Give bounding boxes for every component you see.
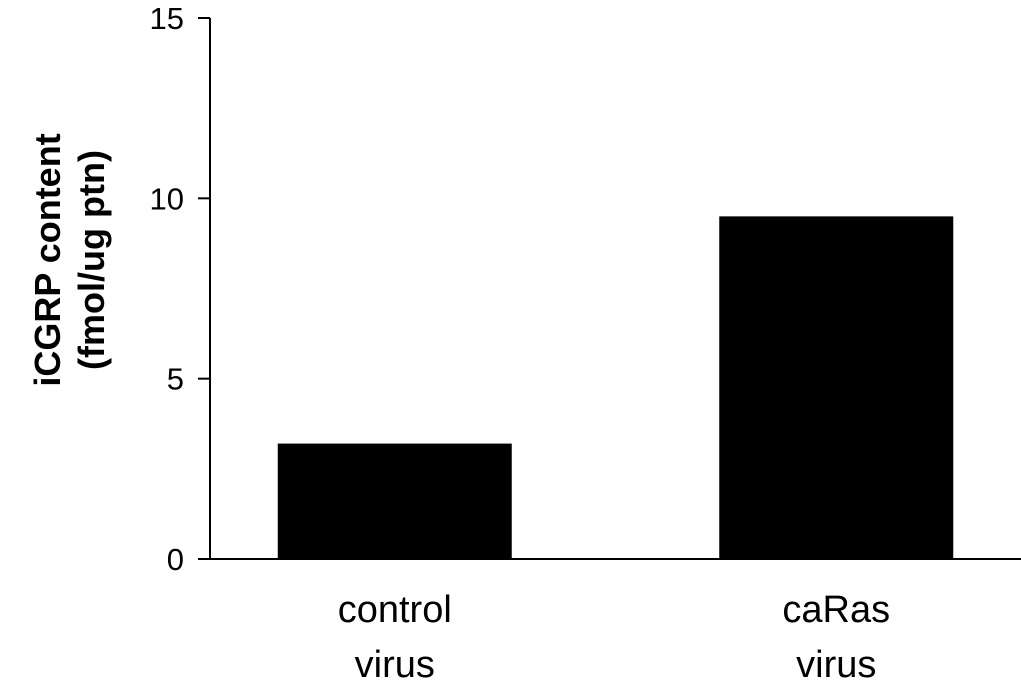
bars bbox=[277, 216, 954, 559]
x-category-label-0-line-1: virus bbox=[355, 644, 435, 686]
bar-0 bbox=[277, 443, 512, 559]
y-ticks: 0 5 10 15 bbox=[150, 1, 210, 577]
bar-1 bbox=[719, 216, 954, 559]
x-labels: control virus caRas virus bbox=[338, 589, 890, 686]
y-axis-title-line-1: iCGRP content bbox=[27, 133, 68, 386]
y-axis-title-line-2: (fmol/ug ptn) bbox=[71, 150, 112, 370]
y-tick-label-2: 10 bbox=[150, 181, 184, 216]
y-tick-label-3: 15 bbox=[150, 1, 184, 36]
y-tick-label-1: 5 bbox=[167, 362, 184, 397]
x-category-label-0-line-0: control bbox=[338, 589, 452, 631]
y-tick-label-0: 0 bbox=[167, 542, 184, 577]
x-category-label-1-line-0: caRas bbox=[782, 589, 890, 631]
x-category-label-1-line-1: virus bbox=[796, 644, 876, 686]
y-axis-title: iCGRP content (fmol/ug ptn) bbox=[27, 133, 112, 386]
